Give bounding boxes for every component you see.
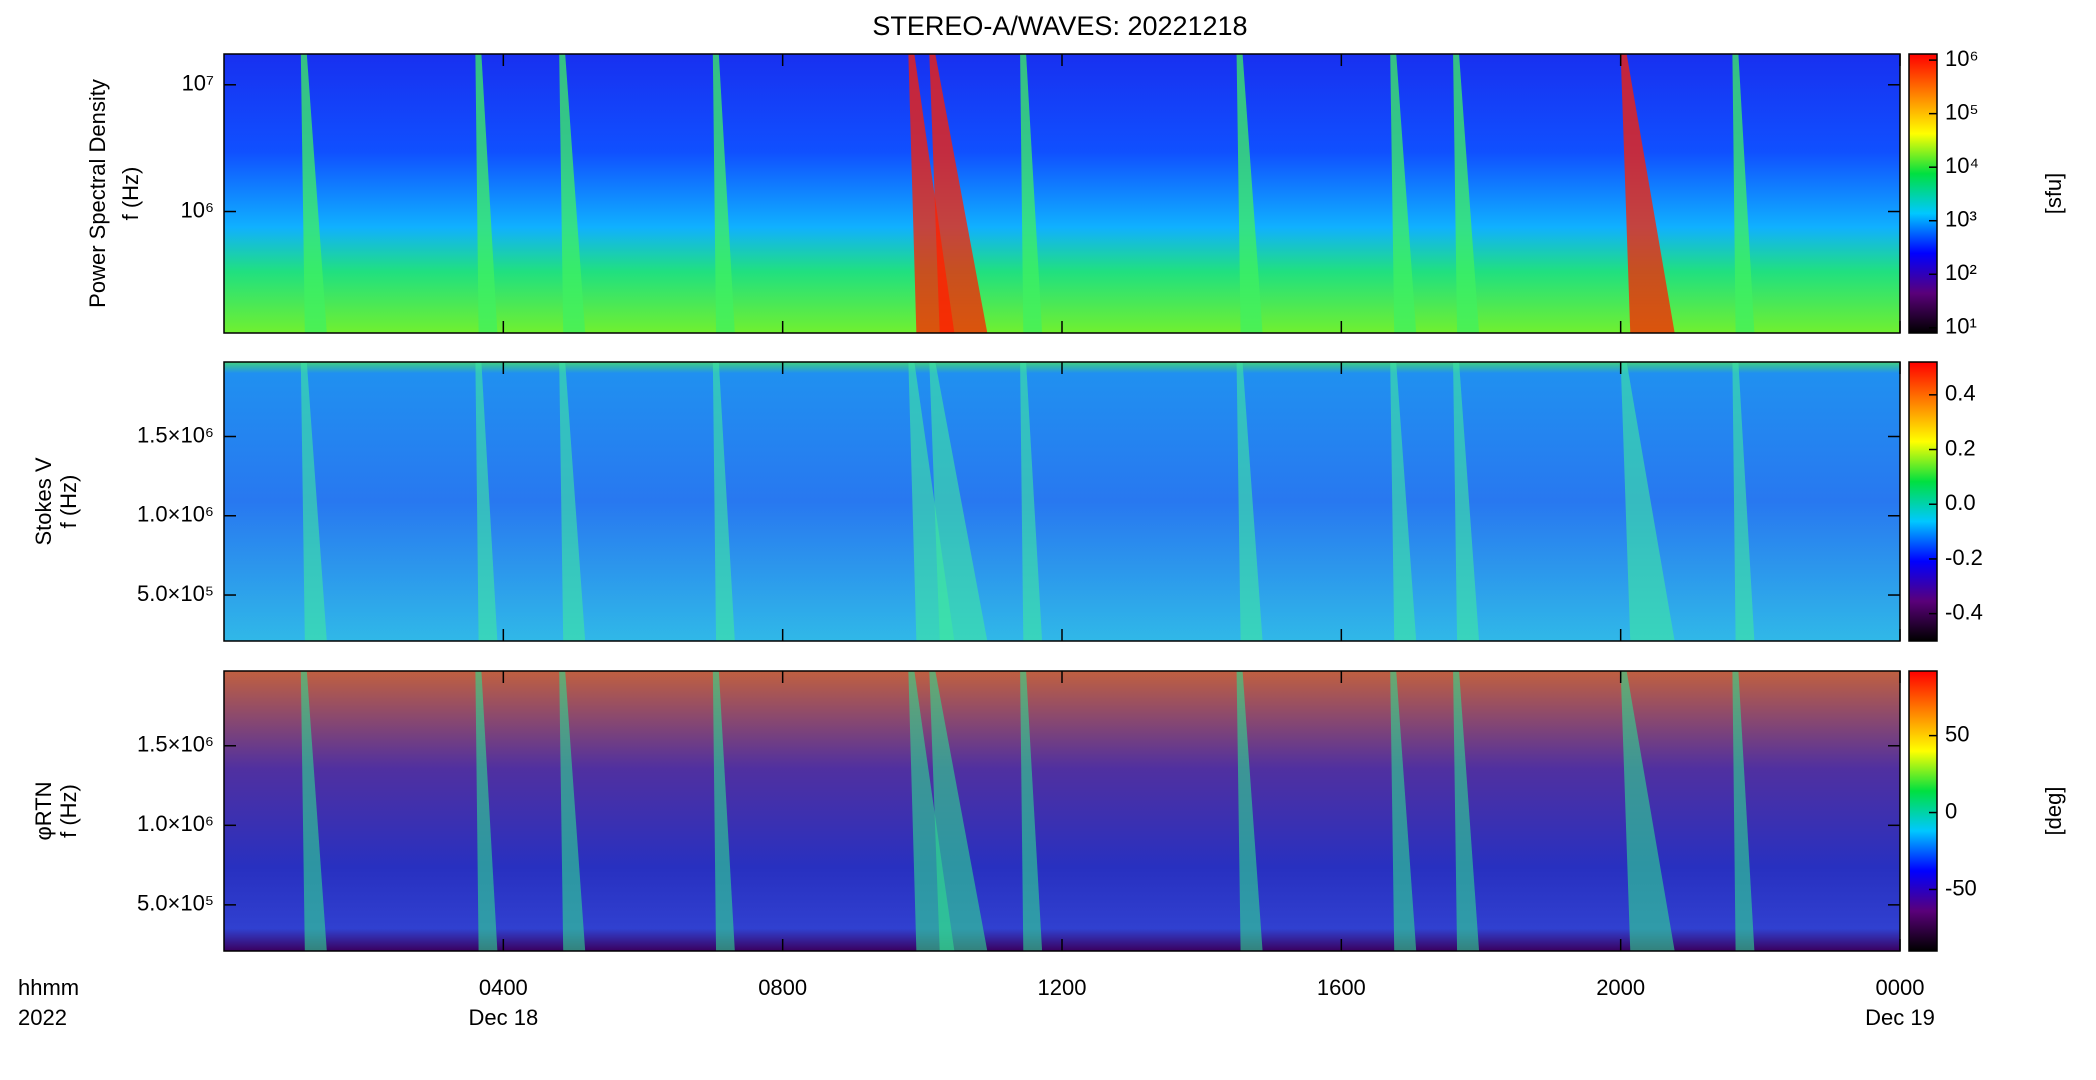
burst-streak bbox=[475, 54, 498, 333]
x-tick-label: 2000 bbox=[1596, 975, 1645, 1000]
y-tick-label: 1.5×10⁶ bbox=[137, 422, 214, 447]
x-tick-label: 0400 bbox=[479, 975, 528, 1000]
burst-streak bbox=[559, 362, 586, 641]
y-axis-label: f (Hz) bbox=[118, 167, 143, 221]
colorbar-tick-label: 10⁴ bbox=[1945, 153, 1979, 178]
colorbar-tick-label: 10⁵ bbox=[1945, 99, 1979, 124]
burst-streak bbox=[300, 671, 327, 951]
burst-streak bbox=[475, 362, 498, 641]
spectrogram bbox=[224, 671, 1900, 951]
burst-streak bbox=[1453, 362, 1480, 641]
burst-streak bbox=[559, 671, 586, 951]
colorbar-tick-label: 50 bbox=[1945, 721, 1969, 746]
burst-streak bbox=[1732, 671, 1755, 951]
burst-streak bbox=[929, 54, 988, 333]
burst-streak bbox=[1236, 671, 1263, 951]
colorbar-tick-label: 10⁶ bbox=[1945, 46, 1979, 71]
chart-title: STEREO-A/WAVES: 20221218 bbox=[872, 11, 1247, 41]
y-tick-label: 5.0×10⁵ bbox=[137, 891, 214, 916]
burst-streak bbox=[1020, 54, 1043, 333]
burst-streak bbox=[1453, 671, 1480, 951]
colorbar-tick-label: 0 bbox=[1945, 798, 1957, 823]
burst-streak bbox=[1236, 54, 1263, 333]
x-date-label: Dec 19 bbox=[1865, 1005, 1935, 1030]
burst-streak bbox=[300, 54, 327, 333]
x-tick-label: 1200 bbox=[1038, 975, 1087, 1000]
y-tick-label: 1.0×10⁶ bbox=[137, 502, 214, 527]
burst-streak bbox=[1453, 54, 1480, 333]
burst-streak bbox=[300, 362, 327, 641]
colorbar-tick-label: -50 bbox=[1945, 875, 1977, 900]
y-axis-label: Power Spectral Density bbox=[85, 79, 110, 308]
x-date-label: Dec 18 bbox=[468, 1005, 538, 1030]
burst-streak bbox=[1732, 54, 1755, 333]
colorbar-tick-label: 0.4 bbox=[1945, 381, 1976, 406]
burst-streak bbox=[1620, 54, 1675, 333]
y-axis-label: f (Hz) bbox=[56, 475, 81, 529]
y-tick-label: 1.5×10⁶ bbox=[137, 732, 214, 757]
burst-streak bbox=[1390, 671, 1417, 951]
y-axis-label: φRTN bbox=[31, 781, 56, 840]
colorbar-tick-label: 0.2 bbox=[1945, 435, 1976, 460]
burst-streak bbox=[1236, 362, 1263, 641]
colorbar bbox=[1908, 53, 1938, 334]
colorbar bbox=[1908, 361, 1938, 642]
colorbar bbox=[1908, 670, 1938, 952]
y-tick-label: 5.0×10⁵ bbox=[137, 581, 214, 606]
burst-streak bbox=[475, 671, 498, 951]
burst-streak bbox=[1390, 362, 1417, 641]
burst-streak bbox=[929, 362, 988, 641]
burst-streak bbox=[1620, 671, 1675, 951]
colorbar-label: [deg] bbox=[2041, 787, 2066, 836]
y-tick-label: 10⁷ bbox=[182, 71, 214, 96]
y-tick-label: 10⁶ bbox=[180, 197, 214, 222]
spectrogram bbox=[224, 362, 1900, 641]
burst-streak bbox=[1020, 362, 1043, 641]
burst-streak bbox=[1390, 54, 1417, 333]
burst-streak bbox=[1620, 362, 1675, 641]
burst-streak bbox=[712, 54, 735, 333]
colorbar-tick-label: -0.2 bbox=[1945, 545, 1983, 570]
x-tick-label: 0000 bbox=[1876, 975, 1925, 1000]
y-axis-label: Stokes V bbox=[31, 457, 56, 545]
burst-streak bbox=[559, 54, 586, 333]
spectrogram bbox=[224, 54, 1900, 333]
colorbar-tick-label: 10³ bbox=[1945, 207, 1977, 232]
x-axis-label: 2022 bbox=[18, 1005, 67, 1030]
burst-streak bbox=[712, 362, 735, 641]
colorbar-label: [sfu] bbox=[2041, 173, 2066, 215]
colorbar-tick-label: 10¹ bbox=[1945, 314, 1977, 339]
burst-streak bbox=[1020, 671, 1043, 951]
x-tick-label: 1600 bbox=[1317, 975, 1366, 1000]
burst-streak bbox=[1732, 362, 1755, 641]
colorbar-tick-label: -0.4 bbox=[1945, 599, 1983, 624]
y-tick-label: 1.0×10⁶ bbox=[137, 811, 214, 836]
burst-streak bbox=[712, 671, 735, 951]
y-axis-label: f (Hz) bbox=[56, 784, 81, 838]
colorbar-tick-label: 10² bbox=[1945, 260, 1977, 285]
colorbar-tick-label: 0.0 bbox=[1945, 490, 1976, 515]
burst-streak bbox=[929, 671, 988, 951]
x-tick-label: 0800 bbox=[758, 975, 807, 1000]
x-axis-label: hhmm bbox=[18, 975, 79, 1000]
